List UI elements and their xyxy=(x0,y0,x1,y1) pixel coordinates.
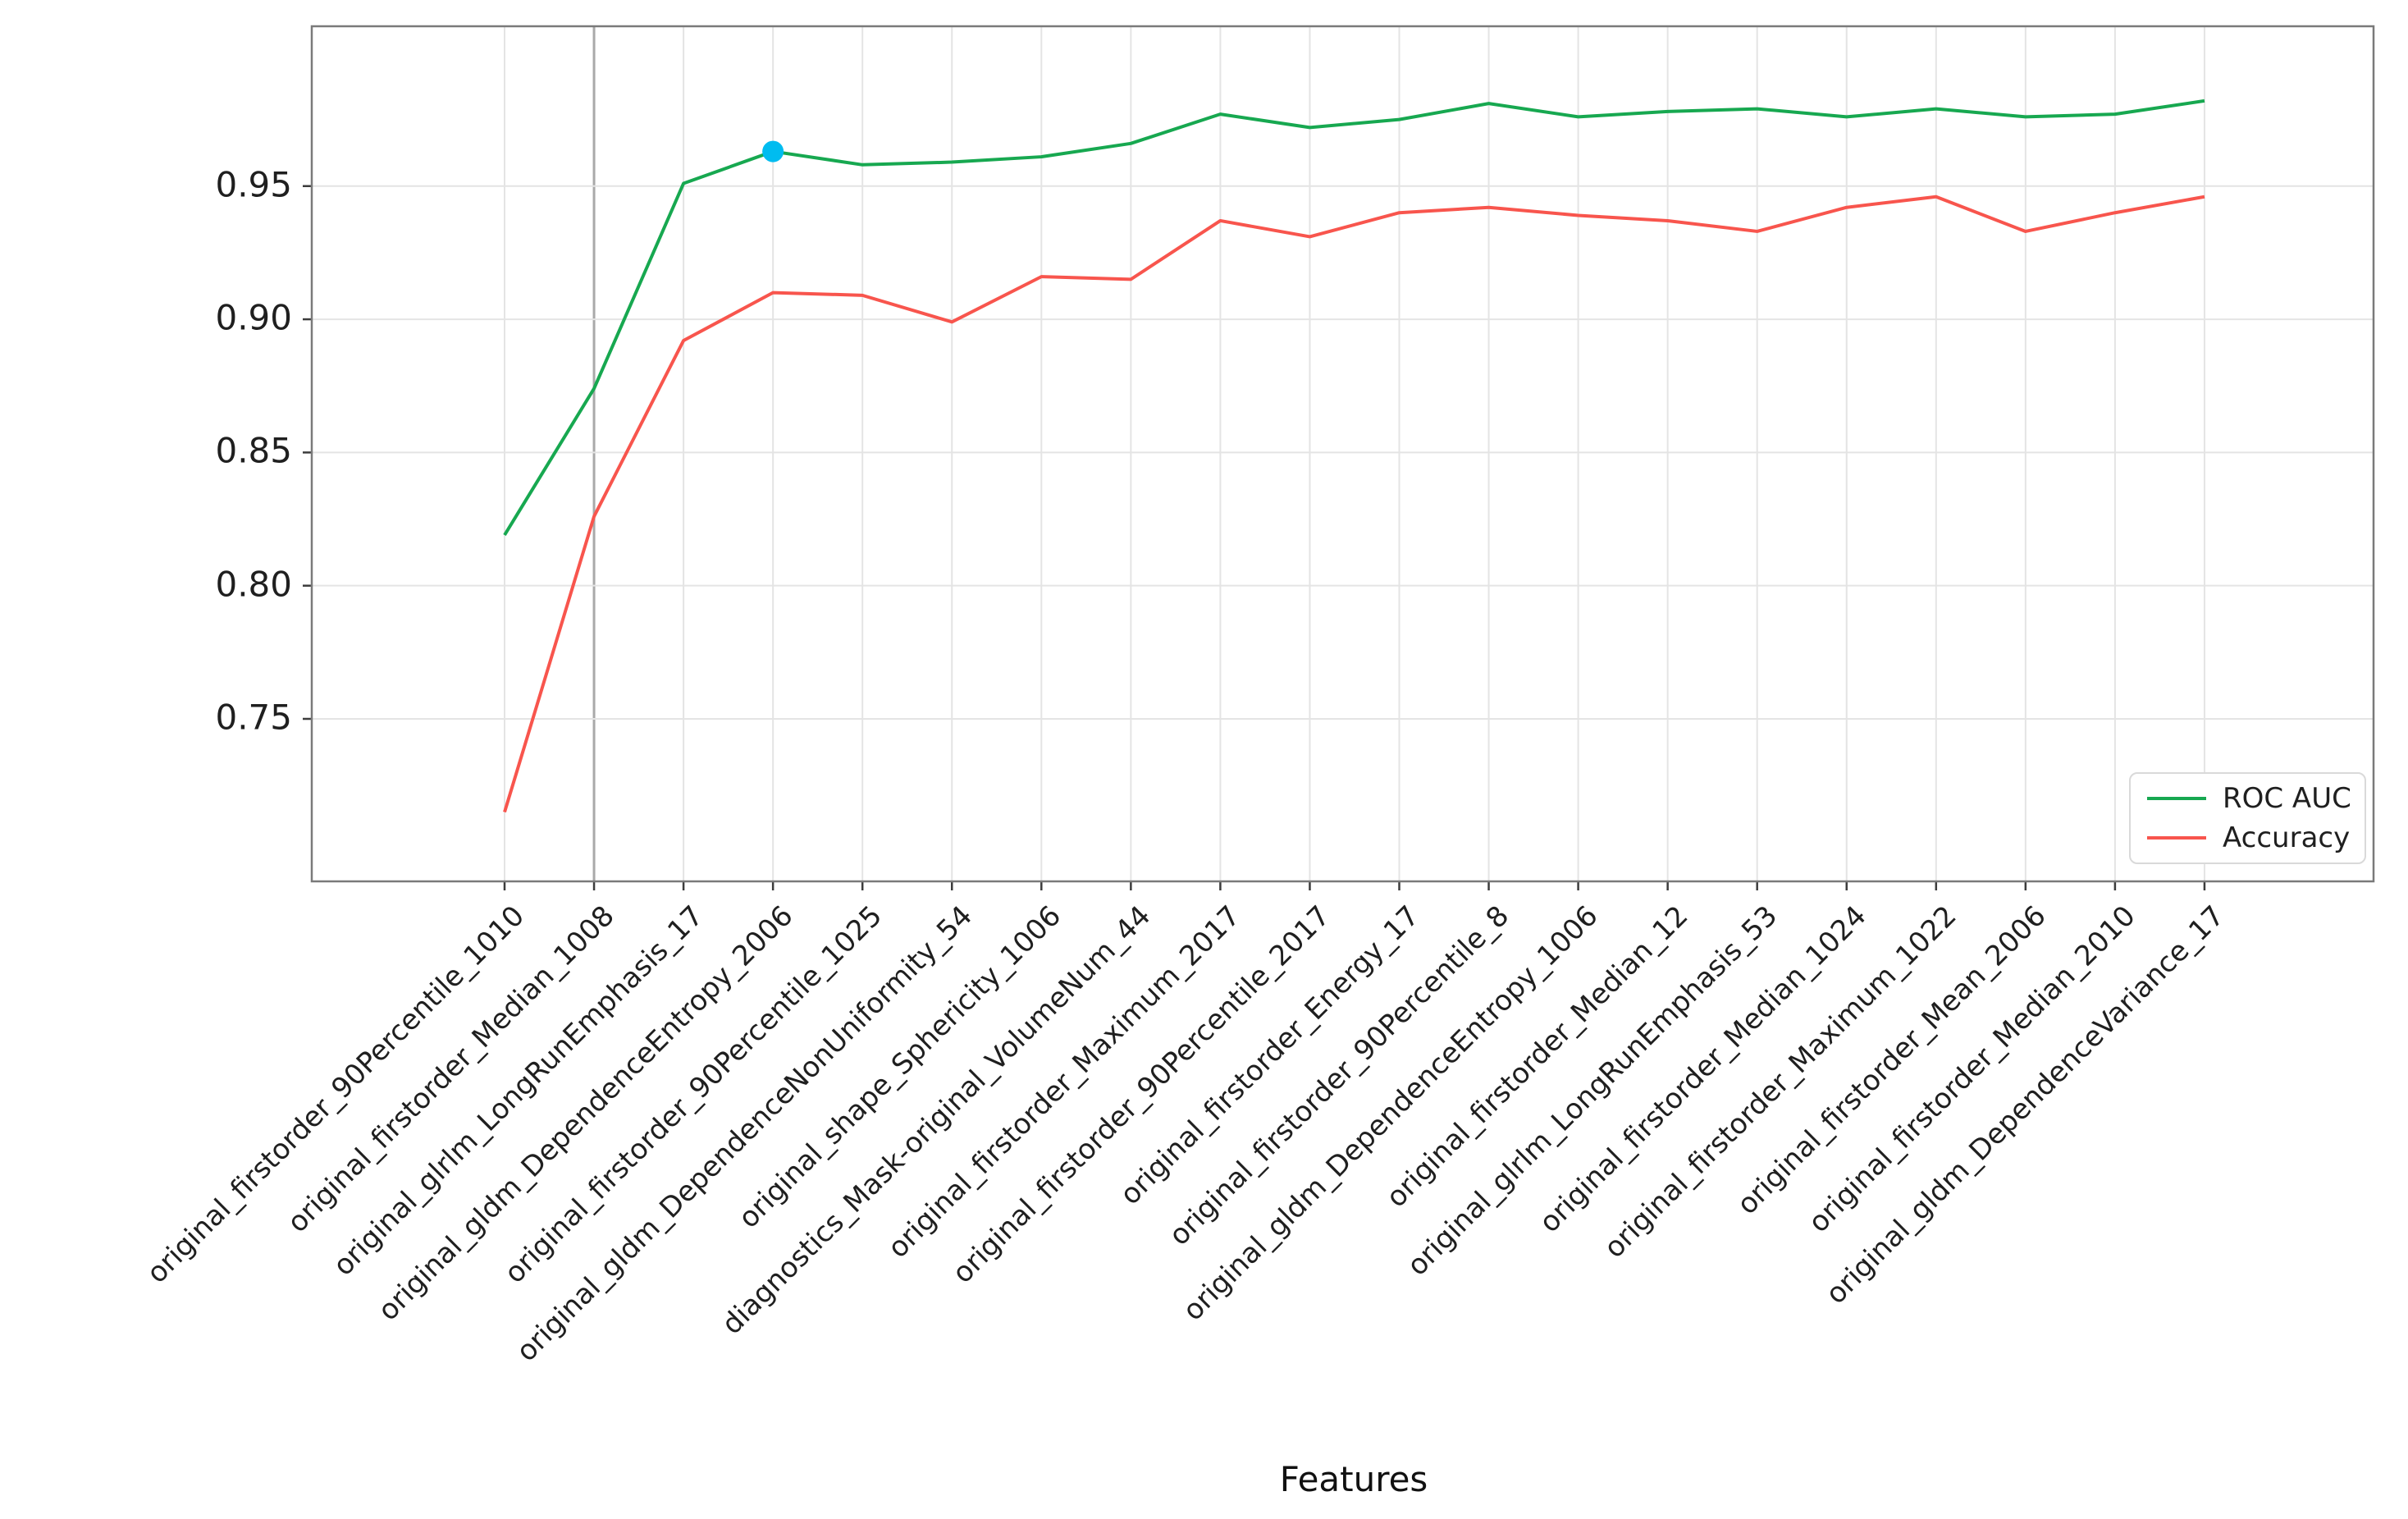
y-tick-label: 0.95 xyxy=(215,164,292,205)
x-axis-title: Features xyxy=(1279,1459,1428,1499)
y-tick-label: 0.75 xyxy=(215,697,292,738)
accuracy-line xyxy=(503,194,2205,813)
y-tick-label: 0.85 xyxy=(215,430,292,471)
y-tick-label: 0.90 xyxy=(215,297,292,338)
y-tick-label: 0.80 xyxy=(215,564,292,605)
legend-label-roc-auc: ROC AUC xyxy=(2223,782,2351,816)
roc-auc-line-swatch xyxy=(2147,797,2206,801)
legend-item-accuracy: Accuracy xyxy=(2147,824,2365,852)
legend: ROC AUC Accuracy xyxy=(2129,772,2366,864)
highlight-dot xyxy=(762,140,784,162)
legend-label-accuracy: Accuracy xyxy=(2223,821,2351,854)
legend-item-roc-auc: ROC AUC xyxy=(2147,785,2365,812)
accuracy-line-swatch xyxy=(2147,835,2206,840)
plot-frame xyxy=(310,25,2375,883)
roc-auc-line xyxy=(503,98,2205,537)
